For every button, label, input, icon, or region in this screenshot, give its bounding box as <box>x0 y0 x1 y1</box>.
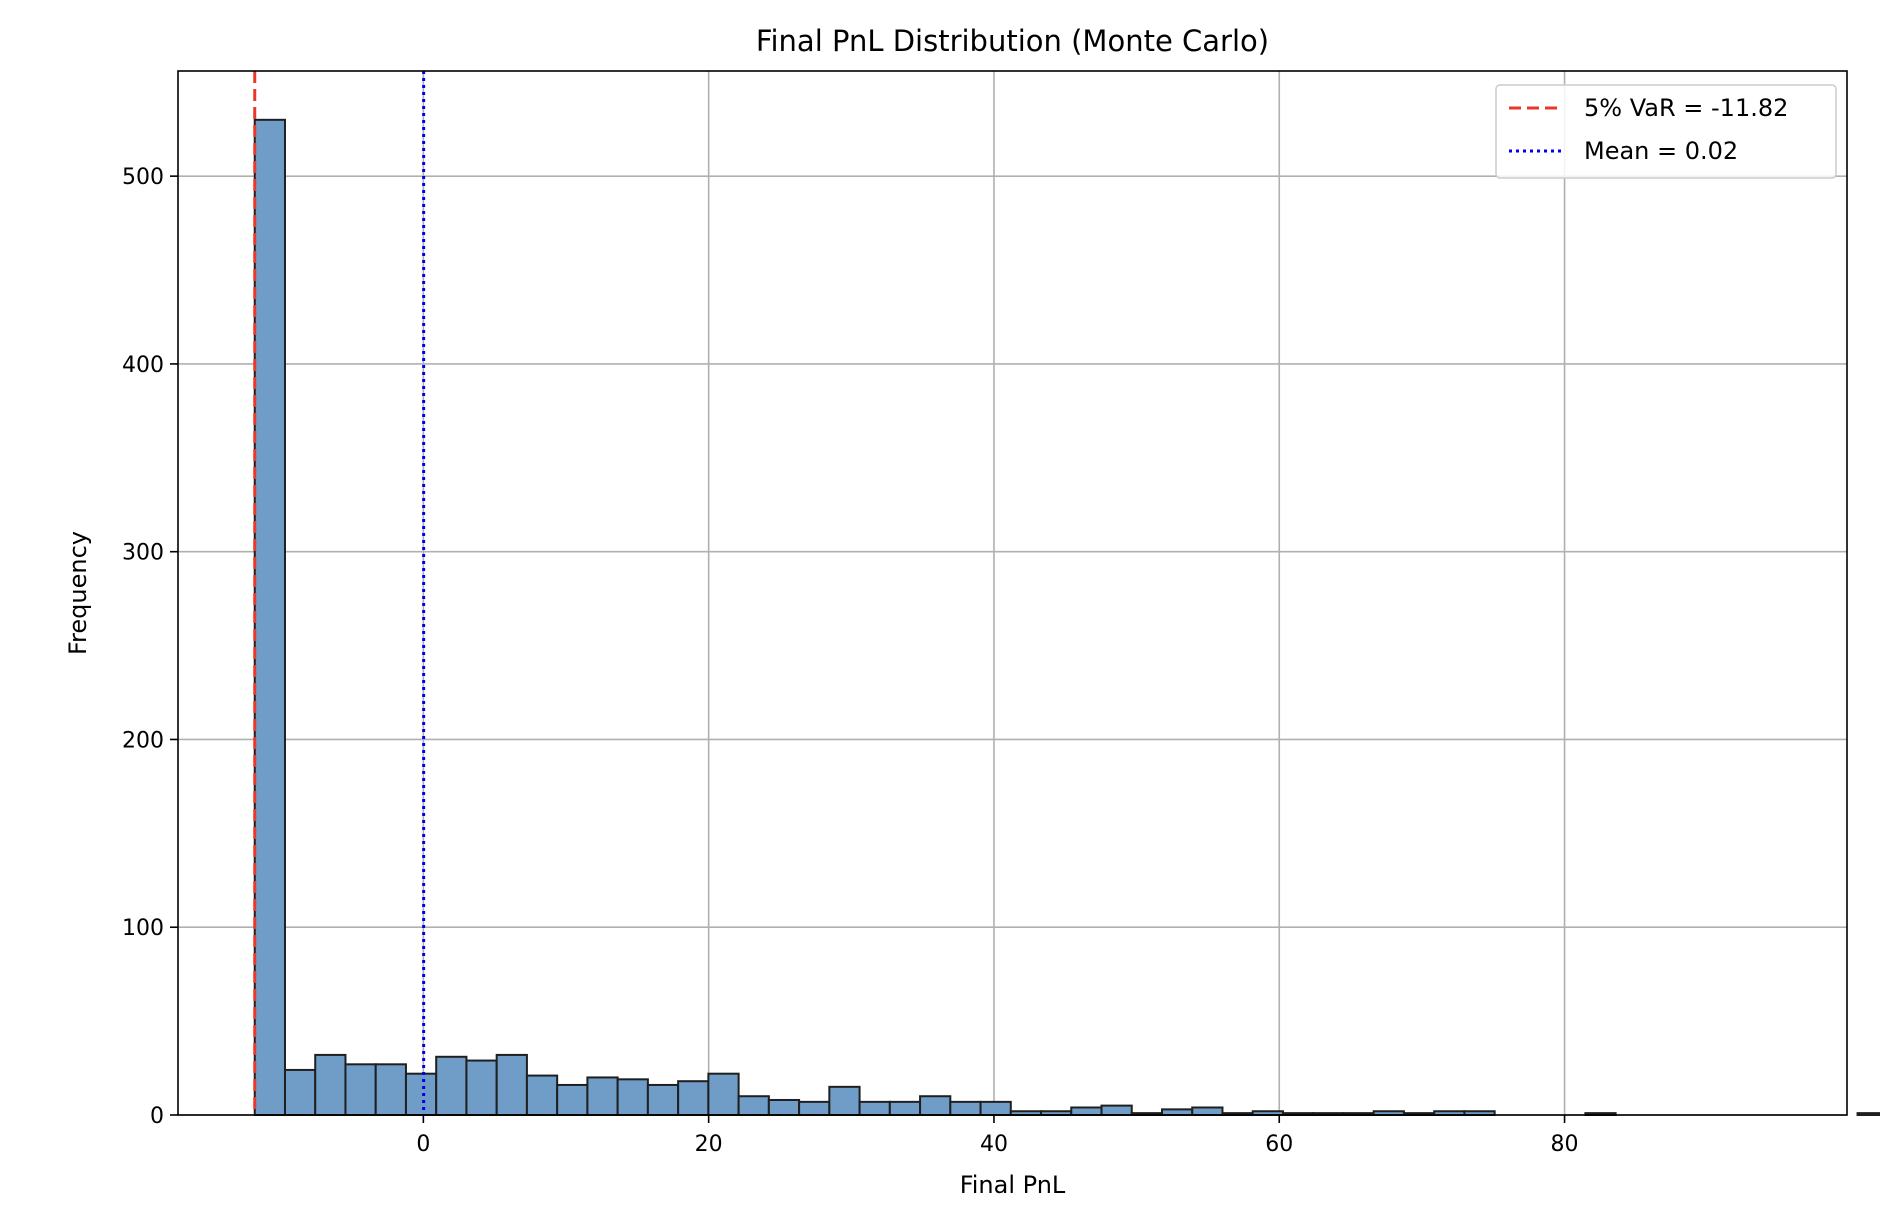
histogram-bar <box>404 1072 438 1117</box>
y-axis-label: Frequency <box>64 531 92 655</box>
histogram-bar <box>646 1083 680 1116</box>
y-tick-label: 0 <box>150 1104 164 1129</box>
histogram-bar <box>525 1074 559 1117</box>
histogram-bar <box>828 1085 861 1116</box>
legend-label-var: 5% VaR = -11.82 <box>1584 94 1788 122</box>
histogram-bar <box>798 1100 831 1116</box>
histogram-bar <box>435 1055 468 1117</box>
histogram-bar <box>919 1095 952 1116</box>
legend: 5% VaR = -11.82 Mean = 0.02 <box>1495 84 1837 179</box>
chart-title: Final PnL Distribution (Monte Carlo) <box>756 24 1269 58</box>
y-tick-label: 300 <box>122 541 164 566</box>
histogram-bar <box>858 1100 891 1116</box>
x-tick-label: 40 <box>980 1132 1008 1157</box>
histogram-bar <box>253 118 286 1117</box>
x-tick-label: 20 <box>695 1132 723 1157</box>
histogram-bar <box>465 1059 498 1116</box>
histogram-bar <box>1856 1112 1880 1117</box>
histogram-bar <box>283 1068 317 1117</box>
histogram-bar <box>1191 1106 1224 1117</box>
histogram-bar <box>1070 1106 1103 1117</box>
legend-box <box>1495 84 1837 179</box>
histogram-bar <box>1100 1104 1133 1116</box>
y-tick-label: 400 <box>122 353 164 378</box>
histogram-bar <box>1160 1108 1194 1117</box>
histogram-bar <box>344 1063 377 1116</box>
histogram-bar <box>556 1083 589 1116</box>
histogram-bar <box>586 1076 619 1116</box>
x-axis-label: Final PnL <box>960 1171 1066 1199</box>
x-axis-ticks: 0 20 40 60 80 <box>416 1115 1579 1157</box>
histogram-bar <box>374 1063 407 1116</box>
histogram-bar <box>314 1053 347 1117</box>
y-tick-label: 500 <box>122 165 164 190</box>
histogram-bar <box>495 1053 528 1117</box>
y-axis-ticks: 0 100 200 300 400 500 <box>122 165 178 1129</box>
plot-area-frame <box>177 70 1848 1116</box>
x-tick-label: 80 <box>1551 1132 1579 1157</box>
y-tick-label: 200 <box>122 728 164 753</box>
histogram-bar <box>737 1095 770 1116</box>
histogram-bar <box>949 1100 982 1116</box>
histogram-bar <box>888 1100 922 1116</box>
x-tick-label: 60 <box>1265 1132 1293 1157</box>
histogram-bar <box>707 1072 740 1117</box>
histogram-bar <box>616 1078 649 1116</box>
histogram-bar <box>677 1080 710 1116</box>
legend-label-mean: Mean = 0.02 <box>1584 137 1738 165</box>
histogram-bar <box>767 1098 801 1116</box>
reference-lines <box>253 71 426 1115</box>
y-tick-label: 100 <box>122 916 164 941</box>
histogram-bars <box>253 118 1880 1117</box>
histogram-bar <box>979 1100 1012 1116</box>
x-tick-label: 0 <box>416 1132 430 1157</box>
